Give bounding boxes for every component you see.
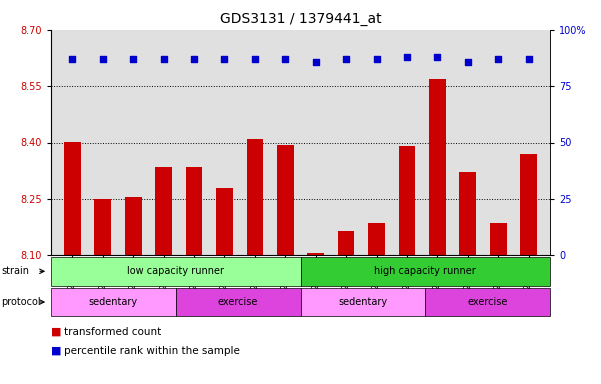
Bar	[520, 154, 537, 255]
Point	[98, 56, 108, 62]
Point	[281, 56, 290, 62]
Bar	[398, 146, 415, 255]
Text: exercise: exercise	[218, 297, 258, 307]
Bar	[64, 142, 81, 255]
Bar	[490, 223, 507, 255]
Point	[250, 56, 260, 62]
Point	[159, 56, 168, 62]
Bar	[338, 231, 355, 255]
Point	[189, 56, 199, 62]
Point	[67, 56, 77, 62]
Point	[493, 56, 503, 62]
Text: GDS3131 / 1379441_at: GDS3131 / 1379441_at	[220, 12, 381, 25]
Point	[463, 58, 472, 65]
Text: ■: ■	[51, 327, 61, 337]
Bar	[429, 79, 446, 255]
Point	[402, 54, 412, 60]
Point	[524, 56, 534, 62]
Bar	[277, 145, 294, 255]
Bar	[125, 197, 142, 255]
Text: percentile rank within the sample: percentile rank within the sample	[64, 346, 240, 356]
Text: sedentary: sedentary	[338, 297, 388, 307]
Text: strain: strain	[1, 266, 29, 276]
Point	[433, 54, 442, 60]
Point	[311, 58, 320, 65]
Bar	[459, 172, 476, 255]
Text: low capacity runner: low capacity runner	[127, 266, 224, 276]
Point	[129, 56, 138, 62]
Point	[372, 56, 382, 62]
Bar	[94, 199, 111, 255]
Point	[341, 56, 351, 62]
Bar	[216, 187, 233, 255]
Text: ■: ■	[51, 346, 61, 356]
Bar	[307, 253, 324, 255]
Text: exercise: exercise	[468, 297, 508, 307]
Point	[219, 56, 229, 62]
Text: high capacity runner: high capacity runner	[374, 266, 476, 276]
Bar	[155, 167, 172, 255]
Text: transformed count: transformed count	[64, 327, 162, 337]
Text: protocol: protocol	[1, 297, 41, 307]
Bar	[246, 139, 263, 255]
Bar	[368, 223, 385, 255]
Text: sedentary: sedentary	[89, 297, 138, 307]
Bar	[186, 167, 203, 255]
